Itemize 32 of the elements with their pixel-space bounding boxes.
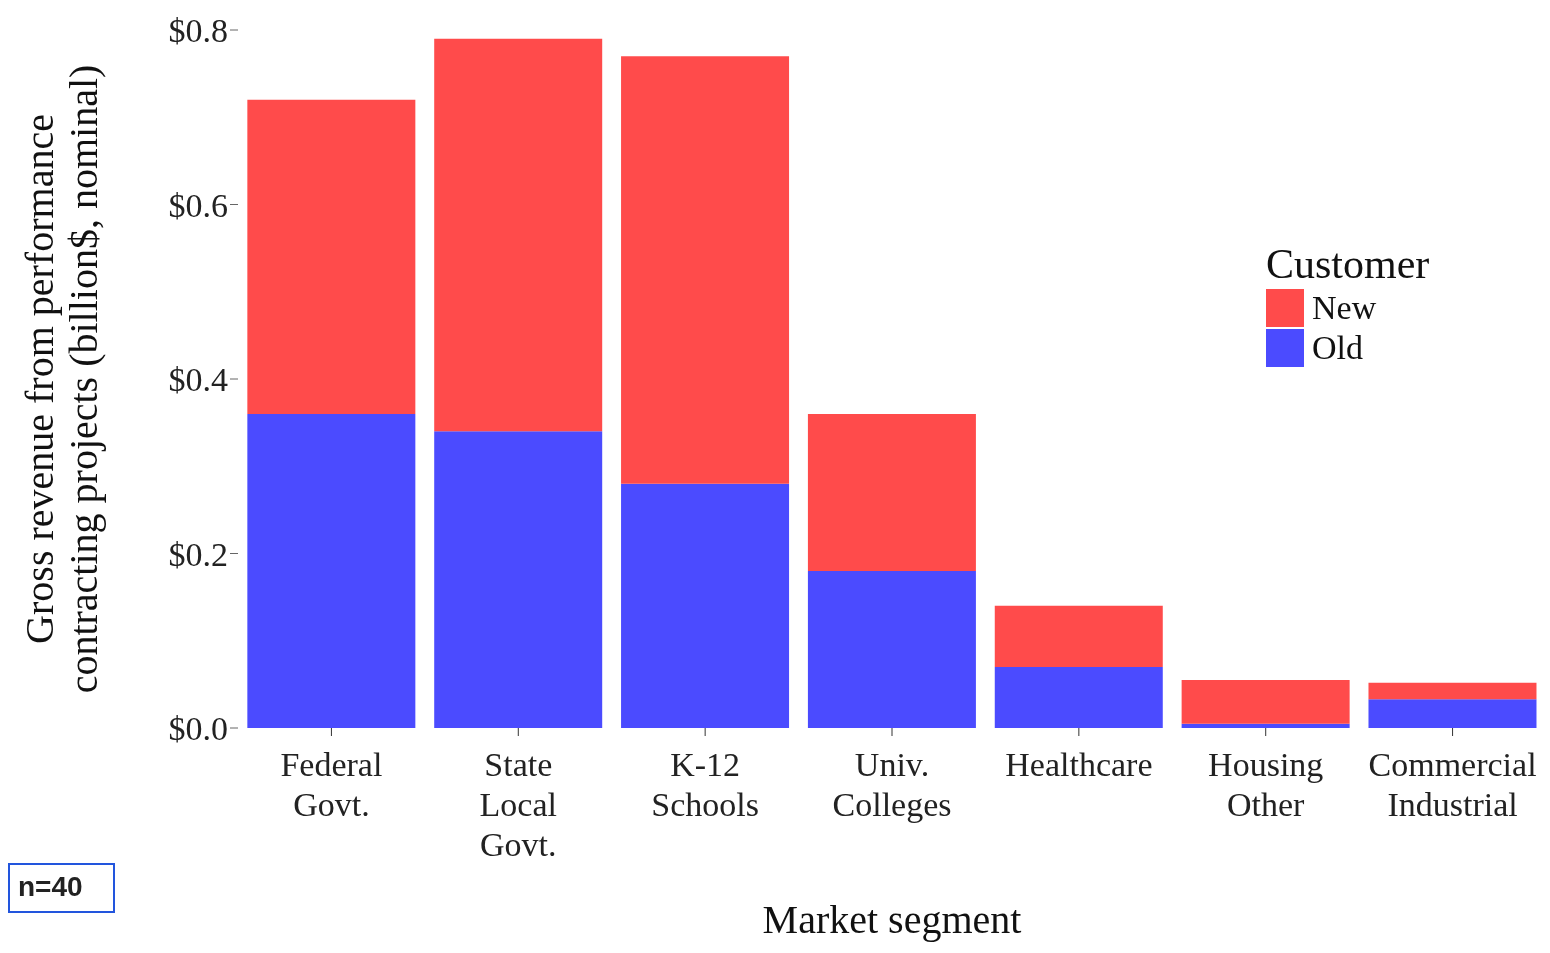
x-tick-label: State Local Govt. <box>479 746 557 863</box>
bar <box>994 605 1163 667</box>
x-tick-label: Healthcare <box>1005 746 1153 783</box>
bar <box>621 56 790 484</box>
x-tick-label: Federal Govt. <box>280 746 383 823</box>
legend-label: New <box>1311 288 1378 328</box>
x-tick-label: K-12 Schools <box>651 746 759 823</box>
bar <box>434 431 603 728</box>
bar <box>807 413 976 571</box>
bar <box>1181 680 1350 724</box>
bar <box>1368 699 1537 728</box>
x-axis-title: Market segment <box>762 897 1022 942</box>
x-tick-label: Univ. Colleges <box>832 746 952 823</box>
bar <box>621 483 790 728</box>
x-tick-label: Commercial Industrial <box>1368 746 1537 823</box>
legend-label: Old <box>1311 328 1364 368</box>
y-tick-label: $0.2 <box>168 535 228 573</box>
y-tick-label: $0.0 <box>168 710 228 748</box>
bar <box>434 38 603 432</box>
bar <box>1368 682 1537 700</box>
bar <box>994 666 1163 728</box>
y-axis-title: Gross revenue from performance contracting projects (billion$, nominal) <box>17 64 106 694</box>
bar <box>247 99 416 414</box>
y-tick-label: $0.8 <box>168 12 228 50</box>
bar <box>1181 723 1350 728</box>
x-tick-label: Housing Other <box>1208 746 1324 823</box>
y-tick-label: $0.4 <box>168 361 228 399</box>
y-tick-label: $0.6 <box>168 186 228 224</box>
text: n=40 <box>8 863 115 913</box>
legend-title: Customer <box>1266 240 1430 288</box>
bar <box>807 570 976 728</box>
bar <box>247 413 416 728</box>
